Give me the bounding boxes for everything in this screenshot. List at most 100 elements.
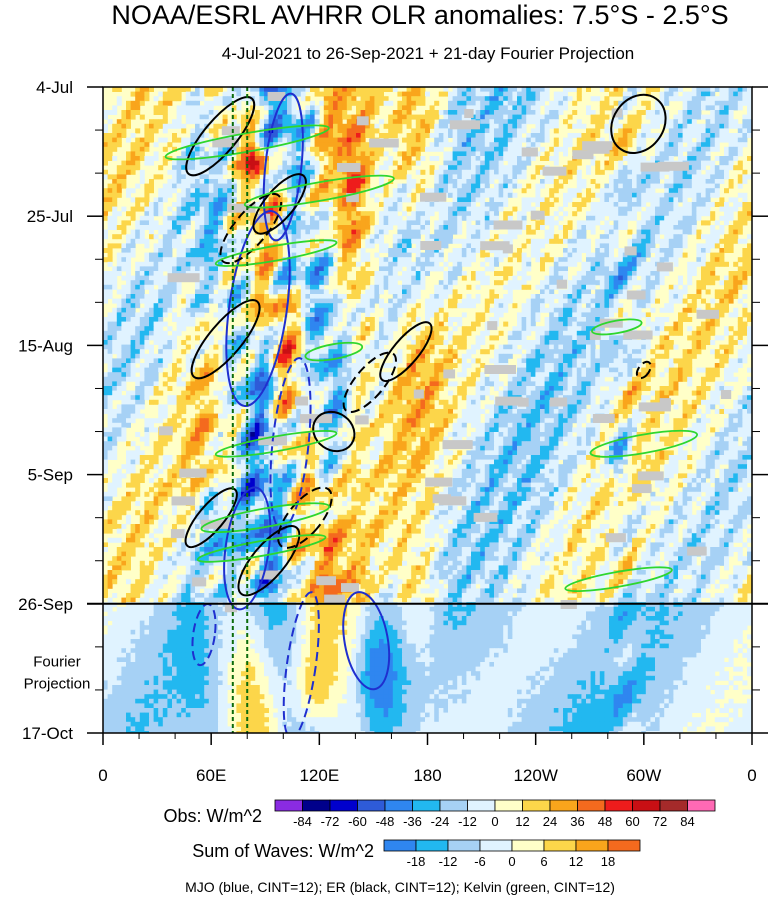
anomaly-cell [503, 146, 509, 152]
anomaly-cell [494, 165, 499, 171]
anomaly-cell [461, 133, 467, 138]
anomaly-cell [139, 114, 145, 120]
anomaly-cell [351, 243, 357, 249]
anomaly-cell [599, 294, 605, 299]
anomaly-cell [691, 261, 697, 267]
anomaly-cell [682, 229, 688, 235]
anomaly-cell [328, 105, 334, 111]
anomaly-cell [227, 238, 233, 244]
anomaly-cell [553, 211, 559, 217]
anomaly-cell [319, 188, 325, 194]
anomaly-cell [103, 211, 108, 217]
anomaly-cell [300, 261, 306, 267]
anomaly-cell [126, 220, 131, 226]
anomaly-cell [310, 280, 315, 286]
anomaly-cell [540, 137, 545, 143]
anomaly-cell [438, 202, 444, 207]
anomaly-cell [599, 119, 605, 125]
anomaly-cell [273, 179, 279, 184]
anomaly-cell [687, 271, 693, 276]
anomaly-cell [342, 179, 348, 184]
anomaly-cell [254, 133, 260, 138]
anomaly-cell [728, 160, 734, 166]
anomaly-cell [250, 133, 256, 138]
anomaly-cell [208, 294, 214, 299]
anomaly-cell [613, 220, 619, 226]
anomaly-cell [185, 183, 191, 189]
anomaly-cell [245, 284, 251, 290]
anomaly-cell [305, 257, 311, 263]
anomaly-cell [264, 142, 269, 148]
anomaly-cell [310, 192, 315, 198]
anomaly-cell [599, 105, 605, 111]
anomaly-cell [287, 234, 292, 240]
anomaly-cell [392, 160, 398, 166]
anomaly-cell [613, 238, 619, 244]
anomaly-cell [471, 142, 476, 148]
anomaly-cell [530, 87, 536, 92]
anomaly-cell [691, 100, 697, 106]
anomaly-cell [586, 225, 591, 230]
anomaly-cell [452, 165, 458, 171]
anomaly-cell [149, 284, 154, 290]
anomaly-cell [314, 252, 320, 258]
anomaly-cell [484, 165, 490, 171]
anomaly-cell [544, 91, 550, 97]
anomaly-cell [282, 294, 288, 299]
anomaly-cell [208, 271, 214, 276]
anomaly-cell [613, 133, 619, 138]
anomaly-cell [328, 298, 334, 304]
anomaly-cell [190, 151, 196, 157]
anomaly-cell [282, 266, 288, 272]
anomaly-cell [121, 169, 127, 175]
anomaly-cell [296, 114, 302, 120]
anomaly-cell [526, 257, 532, 263]
anomaly-cell [659, 202, 665, 207]
anomaly-cell [673, 123, 679, 129]
anomaly-cell [337, 142, 343, 148]
anomaly-cell [489, 114, 495, 120]
anomaly-cell [153, 220, 159, 226]
anomaly-cell [135, 275, 141, 281]
anomaly-cell [231, 160, 237, 166]
anomaly-cell [530, 128, 536, 134]
anomaly-cell [636, 183, 642, 189]
anomaly-cell [622, 169, 628, 175]
anomaly-cell [664, 133, 670, 138]
anomaly-cell [411, 211, 417, 217]
anomaly-cell [724, 289, 729, 295]
anomaly-cell [627, 183, 633, 189]
anomaly-cell [130, 206, 136, 212]
anomaly-cell [420, 261, 426, 267]
anomaly-cell [277, 87, 283, 92]
anomaly-cell [425, 257, 430, 263]
anomaly-cell [323, 211, 329, 217]
anomaly-cell [475, 100, 481, 106]
anomaly-cell [701, 156, 706, 161]
anomaly-cell [135, 202, 141, 207]
anomaly-cell [172, 179, 177, 184]
anomaly-cell [153, 275, 159, 281]
anomaly-cell [678, 225, 683, 230]
anomaly-cell [314, 188, 320, 194]
anomaly-cell [218, 289, 223, 295]
anomaly-cell [190, 100, 196, 106]
anomaly-cell [342, 100, 348, 106]
anomaly-cell [116, 119, 122, 125]
anomaly-cell [319, 156, 325, 161]
anomaly-cell [204, 271, 210, 276]
anomaly-cell [172, 229, 177, 235]
anomaly-cell [664, 229, 670, 235]
anomaly-cell [691, 266, 697, 272]
anomaly-cell [116, 183, 122, 189]
anomaly-cell [714, 243, 720, 249]
anomaly-cell [218, 183, 223, 189]
anomaly-cell [682, 169, 688, 175]
anomaly-cell [452, 128, 458, 134]
anomaly-cell [512, 87, 518, 92]
anomaly-cell [112, 280, 118, 286]
anomaly-cell [365, 142, 371, 148]
anomaly-cell [383, 192, 389, 198]
anomaly-cell [259, 206, 265, 212]
anomaly-cell [696, 146, 702, 152]
